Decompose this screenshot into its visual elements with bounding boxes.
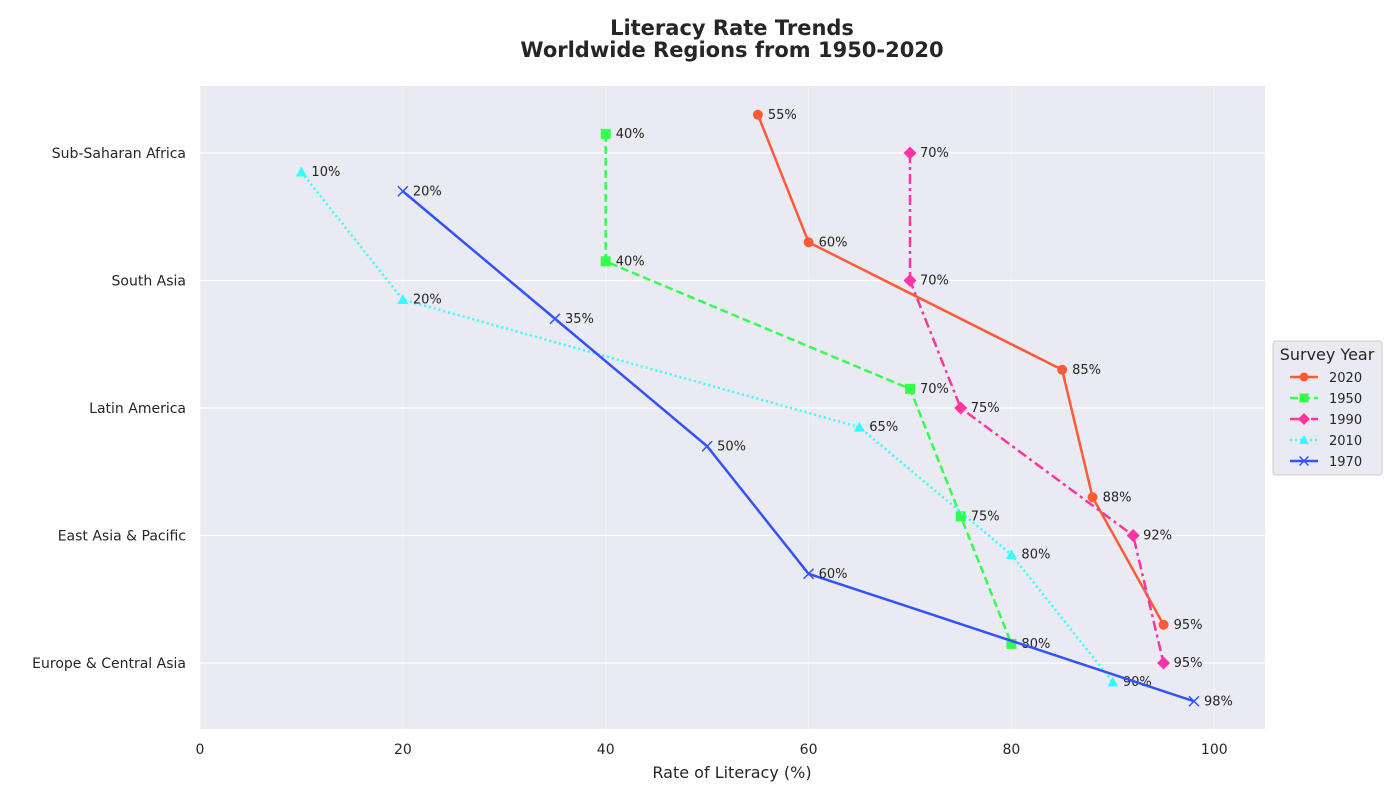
legend-item-1970: 1970: [1290, 455, 1362, 470]
x-tick-label: 40: [597, 742, 615, 758]
data-point: [1126, 529, 1140, 542]
data-point: [1087, 492, 1098, 503]
legend-label: 1970: [1329, 455, 1362, 470]
data-point: [549, 313, 561, 325]
data-point: [803, 237, 814, 248]
data-label: 98%: [1204, 694, 1233, 709]
y-tick-label: Europe & Central Asia: [32, 656, 186, 672]
x-tick-label: 0: [196, 742, 205, 758]
series-1950: 40% 40% 70% 75% 80%: [600, 127, 1050, 652]
legend-item-2010: 2010: [1290, 434, 1362, 449]
legend-item-2020: 2020: [1290, 371, 1362, 386]
data-label: 70%: [920, 146, 949, 161]
data-point: [600, 256, 611, 267]
data-label: 20%: [413, 293, 442, 308]
legend-items: 2020 1950 1990 2010 1970: [1290, 371, 1362, 470]
data-label: 95%: [1174, 656, 1203, 671]
series-line-1990: [908, 153, 1165, 664]
data-label: 80%: [1021, 548, 1050, 563]
series-layer: 55% 60% 85% 88% 95% 40% 40% 70% 75% 80% 70% 70% 75% 9…: [295, 108, 1233, 709]
data-label: 70%: [920, 382, 949, 397]
data-label: 75%: [971, 401, 1000, 416]
data-label: 60%: [819, 235, 848, 250]
data-point: [1107, 676, 1119, 687]
data-label: 70%: [920, 274, 949, 289]
data-point: [853, 421, 865, 432]
data-label: 10%: [311, 165, 340, 180]
marker-stroke: [397, 185, 409, 197]
data-point: [903, 274, 917, 287]
data-point: [905, 383, 915, 394]
chart-subtitle: Worldwide Regions from 1950-2020: [520, 38, 943, 62]
data-label: 92%: [1143, 529, 1172, 544]
data-point: [600, 128, 611, 139]
x-tick-label: 100: [1201, 742, 1228, 758]
legend-item-1950: 1950: [1290, 392, 1362, 407]
data-point: [803, 568, 815, 580]
data-point: [397, 294, 409, 305]
grid-lines: [199, 86, 1265, 729]
data-label: 40%: [616, 127, 645, 142]
data-point: [903, 146, 917, 160]
x-tick-label: 20: [394, 742, 412, 758]
data-label: 20%: [413, 184, 442, 199]
data-point: [955, 511, 966, 522]
legend-marker: [1299, 393, 1309, 403]
legend-label: 2020: [1329, 371, 1362, 386]
marker-stroke: [803, 568, 815, 580]
data-point: [1005, 549, 1017, 560]
legend-item-1990: 1990: [1290, 413, 1362, 428]
legend-label: 2010: [1329, 434, 1362, 449]
y-tick-label: East Asia & Pacific: [58, 529, 186, 545]
marker-stroke: [549, 313, 561, 325]
data-label: 75%: [971, 509, 1000, 524]
legend-label: 1990: [1329, 413, 1362, 428]
data-point: [1057, 364, 1068, 375]
legend-marker: [1299, 372, 1309, 382]
data-label: 50%: [717, 439, 746, 454]
data-label: 85%: [1072, 363, 1101, 378]
data-point: [954, 401, 968, 415]
data-label: 55%: [768, 108, 797, 123]
data-label: 95%: [1174, 618, 1203, 633]
legend-label: 1950: [1329, 392, 1362, 407]
data-point: [701, 440, 713, 452]
data-label: 88%: [1103, 490, 1132, 505]
y-tick-label: Sub-Saharan Africa: [52, 146, 186, 162]
data-label: 40%: [616, 254, 645, 269]
data-point: [1158, 619, 1169, 630]
series-1990: 70% 70% 75% 92% 95%: [903, 146, 1203, 671]
x-axis-ticks: 0 20 40 60 80 100: [196, 742, 1228, 758]
legend-marker: [1298, 413, 1310, 425]
data-label: 35%: [565, 312, 594, 327]
legend: Survey Year 2020 1950 1990 2010 1970: [1272, 340, 1383, 476]
data-point: [752, 109, 763, 120]
data-point: [1188, 695, 1200, 707]
data-label: 60%: [819, 567, 848, 582]
marker-stroke: [1188, 695, 1200, 707]
legend-marker: [1298, 455, 1310, 467]
x-axis-label: Rate of Literacy (%): [652, 763, 811, 782]
x-tick-label: 60: [800, 742, 818, 758]
y-tick-label: South Asia: [112, 274, 186, 290]
legend-marker: [1299, 435, 1309, 444]
data-label: 65%: [869, 420, 898, 435]
marker-stroke: [1298, 455, 1310, 467]
chart-title: Literacy Rate Trends: [610, 16, 854, 40]
y-tick-label: Latin America: [89, 401, 186, 417]
x-tick-label: 80: [1003, 742, 1021, 758]
legend-title: Survey Year: [1280, 345, 1375, 364]
data-point: [397, 185, 409, 197]
data-label: 80%: [1021, 637, 1050, 652]
series-1970: 20% 35% 50% 60% 98%: [397, 184, 1233, 709]
series-2020: 55% 60% 85% 88% 95%: [752, 108, 1203, 633]
data-point: [1157, 656, 1171, 670]
legend-box: [1272, 340, 1383, 476]
data-point: [1006, 638, 1017, 649]
marker-stroke: [701, 440, 713, 452]
y-axis-ticks: Sub-Saharan Africa South Asia Latin Americ…: [32, 146, 186, 672]
data-point: [295, 166, 307, 177]
